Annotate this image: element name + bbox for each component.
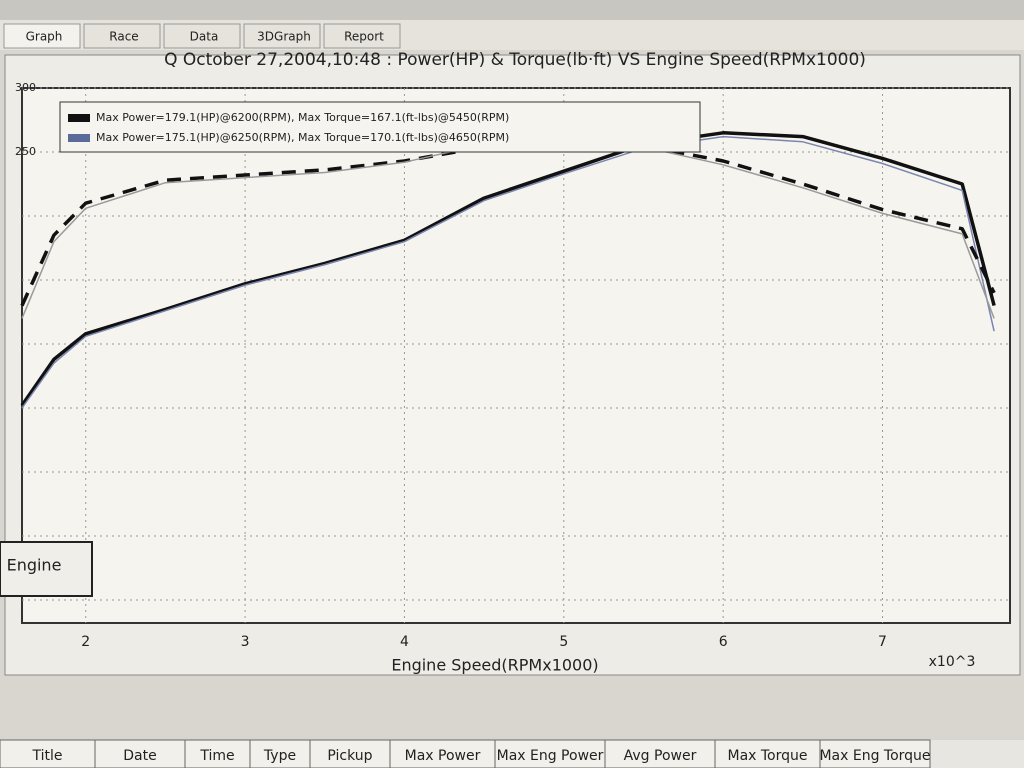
table-header-cell[interactable]: [389, 739, 496, 768]
tab[interactable]: [163, 23, 241, 49]
legend: [59, 101, 701, 153]
legend-swatch: [68, 134, 90, 142]
table-header-cell[interactable]: [0, 739, 96, 768]
table-header-cell[interactable]: [819, 739, 931, 768]
y-tick-label: 250: [15, 145, 36, 158]
table-header-label: Max Power: [405, 748, 481, 764]
table-header-cell[interactable]: [604, 739, 716, 768]
x-tick-label: 6: [719, 634, 728, 650]
table-header-label: Max Torque: [727, 748, 807, 764]
engine-button[interactable]: [0, 541, 93, 597]
table-header-cell[interactable]: [309, 739, 391, 768]
grid: [22, 87, 1010, 623]
table-header-cell[interactable]: [494, 739, 606, 768]
table-header-label: Title: [31, 748, 62, 764]
legend-label: Max Power=175.1(HP)@6250(RPM), Max Torqu…: [96, 131, 509, 144]
series-line: [20, 142, 996, 307]
x-tick-label: 5: [559, 634, 568, 650]
engine-label: Engine: [7, 556, 62, 575]
legend-label: Max Power=179.1(HP)@6200(RPM), Max Torqu…: [96, 111, 509, 124]
table-header-cell[interactable]: [249, 739, 311, 768]
table-header-label: Time: [199, 748, 234, 764]
y-tick-label: 300: [15, 81, 36, 94]
tab-label: 3DGraph: [257, 30, 311, 44]
tab-label: Report: [344, 30, 384, 44]
tab[interactable]: [83, 23, 161, 49]
plot-area: [21, 87, 1011, 624]
table-header-label: Pickup: [327, 748, 372, 764]
x-axis-label: Engine Speed(RPMx1000): [391, 656, 598, 675]
series-line: [21, 135, 995, 409]
table-header-label: Date: [123, 748, 156, 764]
series-line: [20, 131, 996, 407]
tab[interactable]: [323, 23, 401, 49]
chart-title: Q October 27,2004,10:48 : Power(HP) & To…: [164, 50, 866, 70]
tab-label: Race: [109, 30, 138, 44]
legend-swatch: [68, 114, 90, 122]
table-header-cell[interactable]: [714, 739, 821, 768]
table-header-cell[interactable]: [184, 739, 251, 768]
x-tick-label: 3: [241, 634, 250, 650]
tab[interactable]: [3, 23, 81, 49]
x-multiplier: x10^3: [929, 654, 976, 670]
x-tick-label: 2: [81, 634, 90, 650]
table-header-label: Avg Power: [624, 748, 697, 764]
table-header-cell[interactable]: [94, 739, 186, 768]
tab-label: Data: [190, 30, 219, 44]
tab[interactable]: [243, 23, 321, 49]
top-toolbar: [0, 0, 1024, 20]
table-header-label: Max Eng Power: [497, 748, 604, 764]
tab-label: Graph: [26, 30, 63, 44]
table-header-label: Type: [263, 748, 296, 764]
x-tick-label: 7: [878, 634, 887, 650]
table-header-label: Max Eng Torque: [819, 748, 930, 764]
x-tick-label: 4: [400, 634, 409, 650]
